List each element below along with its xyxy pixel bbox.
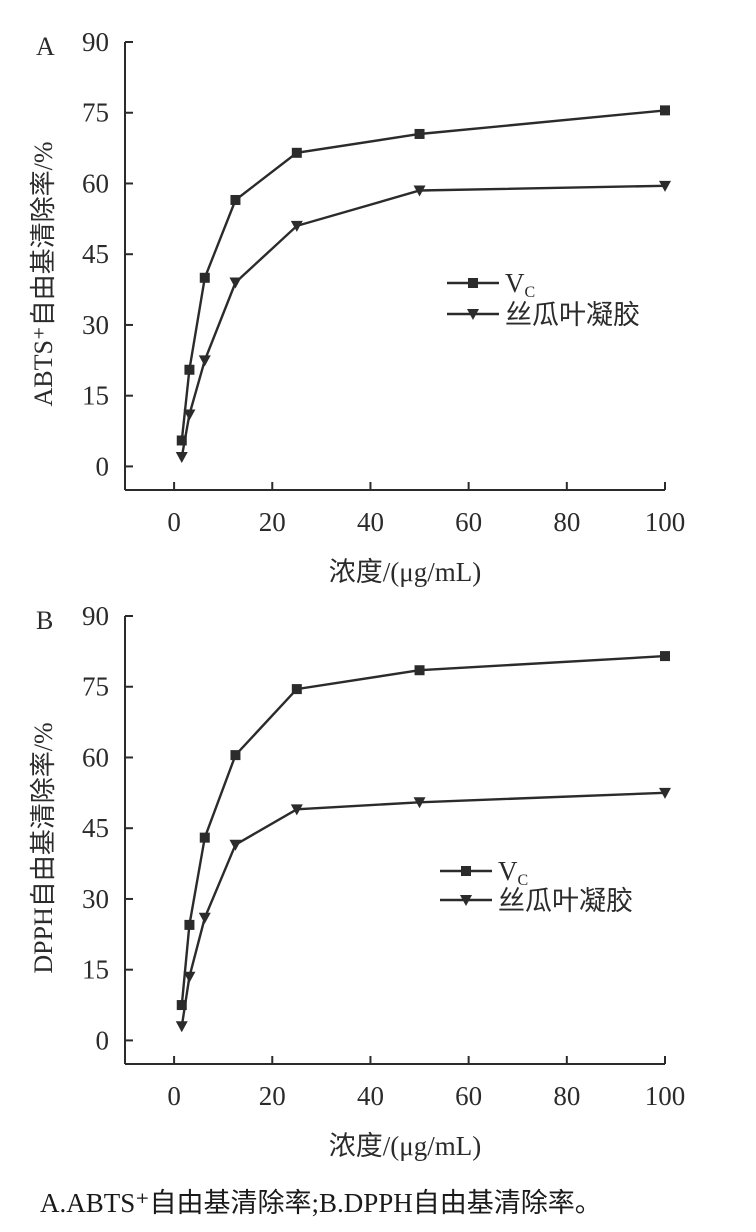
x-tick-label: 0	[167, 507, 181, 537]
x-tick-label: 60	[455, 507, 482, 537]
data-point-triangle	[175, 1021, 188, 1033]
y-tick-label: 15	[82, 955, 109, 985]
data-point-triangle	[413, 185, 426, 197]
data-point-triangle	[183, 971, 196, 983]
data-point-triangle	[290, 220, 303, 232]
figure-caption: A.ABTS⁺自由基清除率;B.DPPH自由基清除率。	[40, 1188, 602, 1218]
data-point-triangle	[659, 787, 671, 799]
data-point-triangle	[198, 355, 211, 367]
legend-marker-square	[468, 278, 478, 288]
x-axis-title: 浓度/(μg/mL)	[329, 1131, 481, 1161]
data-point-triangle	[175, 451, 188, 463]
y-tick-label: 60	[82, 742, 109, 772]
y-tick-label: 30	[82, 310, 109, 340]
data-point-triangle	[659, 180, 671, 192]
data-point-square	[184, 364, 195, 375]
data-point-square	[414, 665, 425, 676]
data-point-square	[291, 684, 302, 695]
legend-label: 丝瓜叶凝胶	[498, 886, 633, 916]
y-tick-label: 45	[82, 239, 109, 269]
y-axis-title: DPPH自由基清除率/%	[29, 722, 58, 973]
chart-panel-a: 0 15 30 45 60 75 90 0 20 40 60 80 100 A 浓度/(μg/mL) ABTS…	[29, 27, 685, 587]
x-axis-title: 浓度/(μg/mL)	[329, 557, 481, 587]
data-point-triangle	[413, 797, 426, 809]
y-tick-label: 90	[82, 601, 109, 631]
data-point-square	[291, 147, 302, 158]
data-point-triangle	[198, 912, 211, 924]
legend-label: VC	[505, 268, 535, 301]
y-tick-label: 75	[82, 672, 109, 702]
x-tick-label: 60	[455, 1081, 482, 1111]
x-tick-label: 40	[357, 1081, 384, 1111]
y-tick-label: 75	[82, 98, 109, 128]
data-point-square	[176, 1000, 187, 1011]
data-point-square	[660, 651, 670, 662]
panel-label: B	[36, 606, 53, 635]
data-point-square	[230, 750, 241, 761]
panel-label: A	[36, 32, 55, 61]
y-axis-title: ABTS⁺自由基清除率/%	[29, 141, 58, 406]
legend-label: VC	[498, 856, 528, 889]
y-tick-label: 30	[82, 884, 109, 914]
y-tick-label: 0	[96, 451, 110, 481]
y-tick-label: 90	[82, 27, 109, 57]
x-tick-label: 80	[553, 507, 580, 537]
y-tick-label: 15	[82, 381, 109, 411]
y-tick-label: 60	[82, 168, 109, 198]
data-point-triangle	[183, 409, 196, 421]
x-tick-label: 100	[645, 1081, 686, 1111]
chart-panel-b: 0 15 30 45 60 75 90 0 20 40 60 80 100 B 浓度/(μg/mL) DPPH…	[29, 601, 685, 1161]
data-point-triangle	[229, 839, 242, 851]
data-point-square	[199, 272, 210, 283]
x-tick-label: 100	[645, 507, 686, 537]
legend-marker-triangle	[467, 309, 479, 320]
data-point-square	[199, 832, 210, 843]
data-point-triangle	[229, 277, 242, 289]
data-point-square	[230, 194, 241, 205]
data-point-square	[176, 435, 187, 446]
x-tick-label: 20	[259, 1081, 286, 1111]
data-point-square	[660, 105, 670, 116]
x-tick-label: 20	[259, 507, 286, 537]
x-tick-label: 0	[167, 1081, 181, 1111]
y-tick-label: 45	[82, 813, 109, 843]
legend-marker-square	[461, 866, 471, 876]
x-tick-label: 40	[357, 507, 384, 537]
series-line-1	[180, 109, 666, 441]
data-point-square	[414, 128, 425, 139]
legend-label: 丝瓜叶凝胶	[505, 300, 640, 330]
series-line-1	[180, 654, 666, 1006]
y-tick-label: 0	[96, 1025, 110, 1055]
legend-marker-triangle	[460, 895, 472, 906]
data-point-triangle	[290, 804, 303, 816]
x-tick-label: 80	[553, 1081, 580, 1111]
data-point-square	[184, 919, 195, 930]
